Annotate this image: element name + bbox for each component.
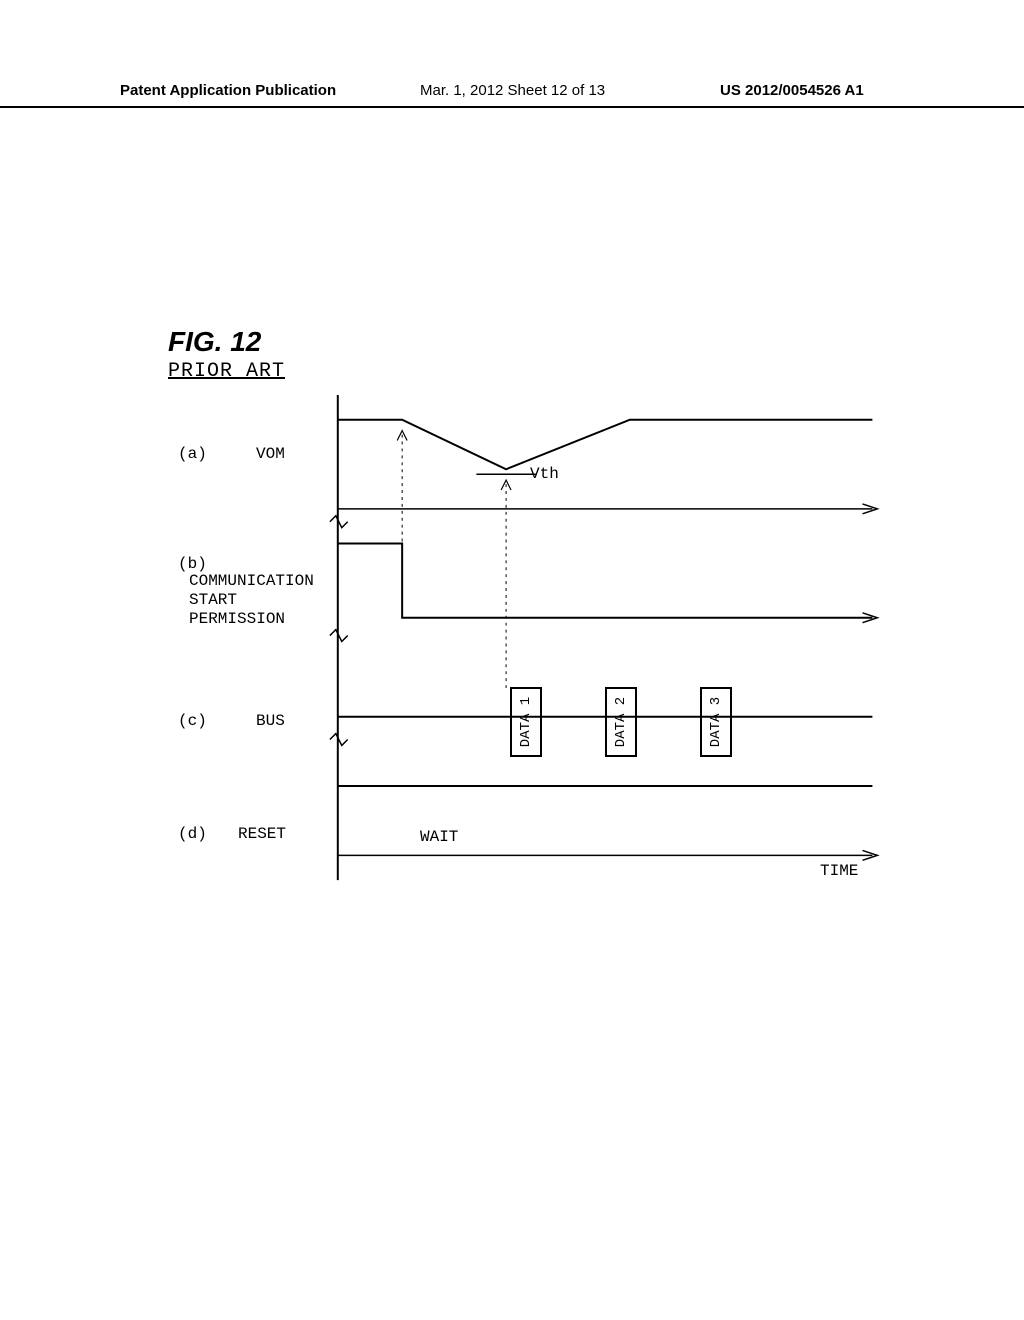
row-label-reset: RESET — [238, 825, 286, 843]
page: Patent Application Publication Mar. 1, 2… — [0, 0, 1024, 1320]
row-id-b: (b) — [178, 555, 207, 573]
row-id-c: (c) — [178, 712, 207, 730]
header-docnum: US 2012/0054526 A1 — [720, 82, 864, 99]
row-label-comm: COMMUNICATION START PERMISSION — [189, 572, 314, 630]
figure-subtitle: PRIOR ART — [168, 360, 285, 383]
row-label-bus: BUS — [256, 712, 285, 730]
figure-title: FIG. 12 — [168, 326, 261, 358]
page-header: Patent Application Publication Mar. 1, 2… — [0, 82, 1024, 108]
header-date-sheet: Mar. 1, 2012 Sheet 12 of 13 — [420, 82, 605, 99]
header-publication: Patent Application Publication — [120, 82, 336, 99]
row-label-vom: VOM — [256, 445, 285, 463]
timing-diagram — [315, 395, 915, 890]
row-id-d: (d) — [178, 825, 207, 843]
row-id-a: (a) — [178, 445, 207, 463]
